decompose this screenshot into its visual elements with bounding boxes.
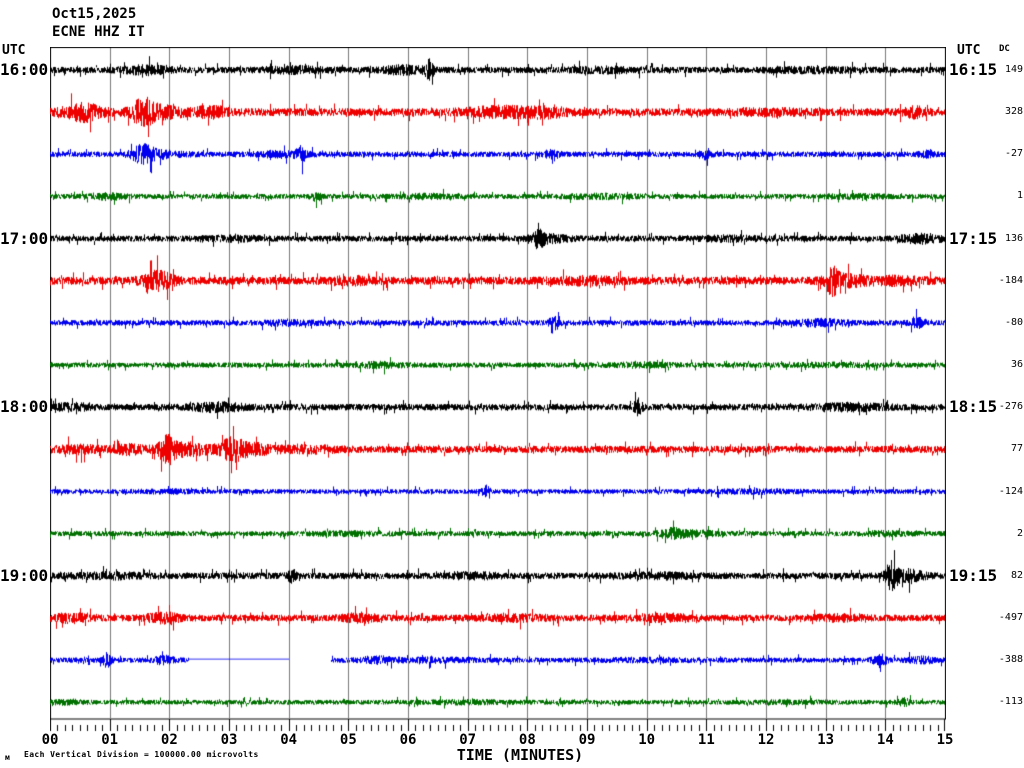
x-tick-label: 09 bbox=[578, 732, 596, 748]
x-axis-title: TIME (MINUTES) bbox=[456, 746, 584, 764]
dc-column-header: DC bbox=[999, 44, 1010, 54]
dc-value: -27 bbox=[1004, 148, 1023, 160]
dc-value: -80 bbox=[1004, 316, 1023, 328]
right-time-label: 18:15 bbox=[949, 397, 998, 417]
x-tick-label: 08 bbox=[518, 732, 536, 748]
x-tick-label: 14 bbox=[876, 732, 894, 748]
utc-right-header: UTC bbox=[957, 43, 981, 58]
dc-value: 2 bbox=[1016, 527, 1023, 539]
dc-value: 149 bbox=[1004, 64, 1023, 75]
x-tick-label: 06 bbox=[399, 732, 417, 748]
dc-value: 77 bbox=[1010, 443, 1023, 455]
dc-value: -113 bbox=[998, 696, 1023, 708]
dc-value: -276 bbox=[998, 401, 1023, 413]
dc-value: 36 bbox=[1010, 359, 1023, 371]
dc-value: -388 bbox=[998, 654, 1023, 666]
x-tick-label: 12 bbox=[757, 732, 775, 748]
x-tick-label: 07 bbox=[459, 732, 477, 748]
watermark-glyph: м bbox=[5, 753, 10, 762]
right-time-label: 19:15 bbox=[949, 565, 998, 585]
x-tick-label: 05 bbox=[339, 732, 357, 748]
x-tick-label: 11 bbox=[697, 732, 715, 748]
dc-value: 82 bbox=[1010, 569, 1023, 581]
x-tick-label: 01 bbox=[101, 732, 119, 748]
seismogram-traces-canvas bbox=[50, 47, 946, 737]
dc-value: 1 bbox=[1016, 190, 1023, 202]
dc-value: -124 bbox=[998, 485, 1023, 497]
left-time-label: 16:00 bbox=[0, 60, 49, 79]
left-time-label: 18:00 bbox=[0, 397, 49, 417]
right-time-label: 16:15 bbox=[949, 60, 998, 79]
dc-value: -497 bbox=[998, 611, 1023, 623]
plot-date: Oct15,2025 bbox=[52, 6, 137, 22]
x-tick-label: 13 bbox=[817, 732, 835, 748]
x-tick-label: 10 bbox=[638, 732, 656, 748]
dc-value: -184 bbox=[998, 274, 1023, 286]
x-tick-label: 15 bbox=[936, 732, 954, 748]
left-time-label: 17:00 bbox=[0, 228, 49, 248]
dc-value: 136 bbox=[1004, 232, 1023, 244]
x-tick-label: 04 bbox=[280, 732, 298, 748]
x-tick-label: 00 bbox=[41, 732, 59, 748]
scale-note: Each Vertical Division = 100000.00 micro… bbox=[24, 750, 259, 759]
plot-station-id: ECNE HHZ IT bbox=[52, 24, 145, 40]
dc-value: 328 bbox=[1004, 106, 1023, 118]
x-tick-label: 03 bbox=[220, 732, 238, 748]
utc-left-header: UTC bbox=[2, 43, 26, 58]
x-tick-label: 02 bbox=[160, 732, 178, 748]
right-time-label: 17:15 bbox=[949, 228, 998, 248]
left-time-label: 19:00 bbox=[0, 565, 49, 585]
